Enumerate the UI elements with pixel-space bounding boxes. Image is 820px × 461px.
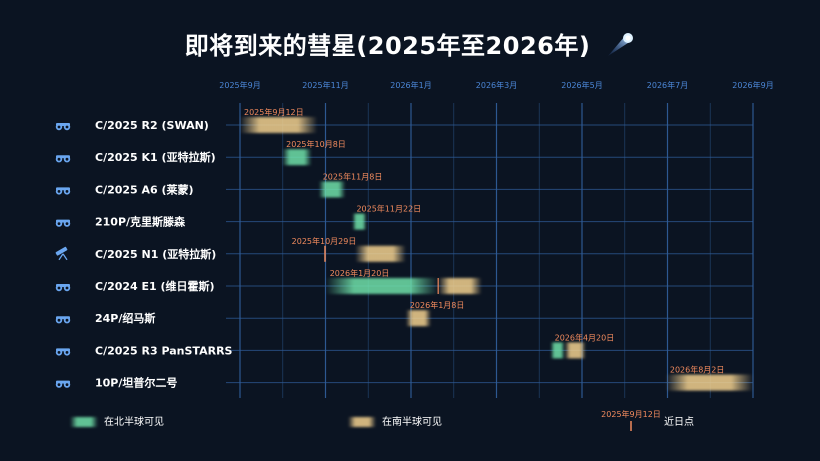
binoculars-icon bbox=[55, 348, 71, 356]
perihelion-date: 2025年9月12日 bbox=[244, 107, 304, 117]
binoculars-icon bbox=[55, 219, 71, 227]
comet-name: C/2025 K1 (亚特拉斯) bbox=[95, 150, 216, 164]
chart-title: 即将到来的彗星(2025年至2026年) bbox=[0, 26, 820, 63]
title-text: 即将到来的彗星(2025年至2026年) bbox=[184, 32, 591, 60]
comet-name: C/2025 R2 (SWAN) bbox=[95, 119, 209, 132]
x-tick-label: 2026年3月 bbox=[476, 80, 517, 90]
comet-name: C/2025 A6 (莱蒙) bbox=[95, 182, 194, 196]
x-tick-label: 2025年9月 bbox=[219, 80, 260, 90]
perihelion-date: 2026年4月20日 bbox=[555, 332, 615, 342]
south-visibility-bar bbox=[240, 117, 318, 133]
x-tick-label: 2025年11月 bbox=[302, 80, 349, 90]
north-visibility-bar bbox=[550, 342, 565, 359]
comet-name: C/2024 E1 (维日霍斯) bbox=[95, 279, 215, 293]
binoculars-icon bbox=[55, 380, 71, 388]
legend-south-swatch bbox=[348, 417, 376, 427]
perihelion-date: 2026年8月2日 bbox=[670, 365, 725, 375]
binoculars-icon bbox=[55, 123, 71, 131]
perihelion-date: 2025年11月8日 bbox=[323, 171, 383, 181]
perihelion-date: 2025年10月29日 bbox=[292, 236, 357, 246]
telescope-icon bbox=[55, 246, 68, 261]
legend-north-swatch bbox=[70, 417, 98, 427]
legend-perihelion-date: 2025年9月12日 bbox=[601, 409, 661, 419]
south-visibility-bar bbox=[438, 278, 482, 294]
perihelion-date: 2026年1月8日 bbox=[410, 300, 465, 310]
comet-name: C/2025 N1 (亚特拉斯) bbox=[95, 247, 216, 261]
visibility-bars bbox=[240, 117, 753, 391]
comet-name: 210P/克里斯滕森 bbox=[95, 215, 186, 229]
comet-name: C/2025 R3 PanSTARRS bbox=[95, 344, 233, 357]
legend-perihelion-label: 近日点 bbox=[664, 415, 694, 428]
comet-name: 10P/坦普尔二号 bbox=[95, 376, 177, 390]
binoculars-icon bbox=[55, 155, 71, 163]
perihelion-date: 2026年1月20日 bbox=[330, 268, 390, 278]
north-visibility-bar bbox=[325, 278, 439, 294]
north-visibility-bar bbox=[318, 181, 346, 198]
x-tick-label: 2026年9月 bbox=[732, 80, 773, 90]
binoculars-icon bbox=[55, 187, 71, 195]
x-tick-label: 2026年5月 bbox=[561, 80, 602, 90]
x-tick-label: 2026年7月 bbox=[647, 80, 688, 90]
north-visibility-bar bbox=[282, 149, 312, 166]
labels: 2025年9月 2025年11月 2026年1月 2026年3月 2026年5月 2026… bbox=[55, 80, 774, 390]
south-visibility-bar bbox=[405, 310, 432, 327]
binoculars-icon bbox=[55, 316, 71, 324]
south-visibility-bar bbox=[355, 245, 406, 262]
north-visibility-bar bbox=[352, 213, 367, 230]
grid bbox=[226, 103, 754, 398]
comet-name: 24P/绍马斯 bbox=[95, 311, 155, 325]
binoculars-icon bbox=[55, 284, 71, 292]
legend-south-label: 在南半球可见 bbox=[382, 415, 442, 428]
legend-north-label: 在北半球可见 bbox=[104, 415, 164, 428]
x-tick-label: 2026年1月 bbox=[390, 80, 431, 90]
perihelion-date: 2025年10月8日 bbox=[286, 139, 346, 149]
comet-icon bbox=[605, 31, 635, 63]
south-visibility-bar bbox=[564, 342, 586, 359]
south-visibility-bar bbox=[665, 374, 753, 391]
perihelion-date: 2025年11月22日 bbox=[356, 204, 421, 214]
